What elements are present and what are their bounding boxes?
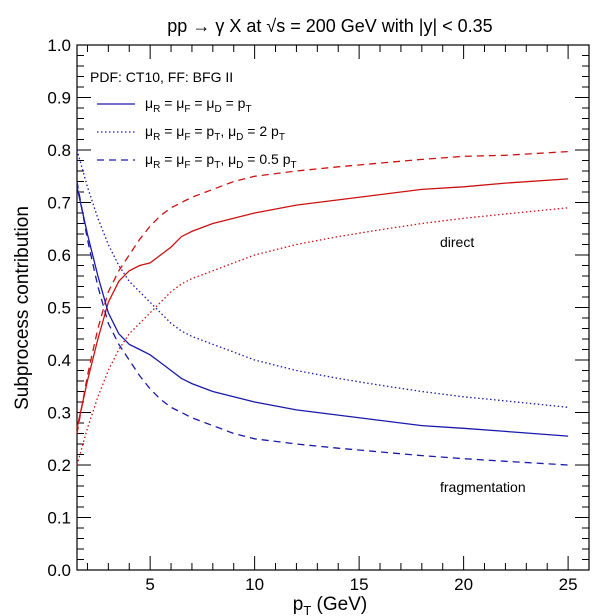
series-line-direct-solid xyxy=(76,178,569,429)
y-axis-title: Subprocess contribution xyxy=(12,206,33,410)
y-tick-label: 0.3 xyxy=(47,404,71,423)
x-tick-label: 15 xyxy=(350,575,369,594)
legend-entry-solid: μR = μF = μD = pT xyxy=(145,95,252,115)
y-tick-label: 0.9 xyxy=(47,89,71,108)
legend-entry-dotted: μR = μF = pT, μD = 2 pT xyxy=(145,123,285,143)
x-axis-ticks: 5 10 15 20 25 xyxy=(86,45,590,594)
chart-title: pp → γ X at √s = 200 GeV with |y| < 0.35 xyxy=(167,16,492,36)
legend-entry-dashed: μR = μF = pT, μD = 0.5 pT xyxy=(145,151,297,171)
series-group xyxy=(76,149,569,466)
annotation-direct: direct xyxy=(440,234,474,250)
y-tick-label: 0.4 xyxy=(47,351,71,370)
y-tick-label: 0.0 xyxy=(47,561,71,580)
series-line-fragmentation-solid xyxy=(76,186,569,437)
x-tick-label: 25 xyxy=(559,575,578,594)
y-tick-label: 0.8 xyxy=(47,141,71,160)
x-axis-title: pT (GeV) xyxy=(293,594,367,616)
y-tick-label: 0.2 xyxy=(47,456,71,475)
annotation-fragmentation: fragmentation xyxy=(440,479,526,495)
series-line-direct-dashed xyxy=(76,150,569,434)
y-tick-label: 0.1 xyxy=(47,509,71,528)
x-tick-label: 10 xyxy=(245,575,264,594)
series-line-direct-dotted xyxy=(76,207,569,466)
series-line-fragmentation-dotted xyxy=(76,149,569,408)
x-tick-label: 5 xyxy=(145,575,154,594)
legend-header: PDF: CT10, FF: BFG II xyxy=(90,69,233,85)
y-axis-ticks: 0.0 0.1 0.2 0.3 0.4 0.5 0.6 0.7 0.8 0.9 1.0 xyxy=(47,36,589,580)
y-tick-label: 0.6 xyxy=(47,246,71,265)
y-tick-label: 0.5 xyxy=(47,299,71,318)
y-tick-label: 1.0 xyxy=(47,36,71,55)
y-tick-label: 0.7 xyxy=(47,194,71,213)
x-tick-label: 20 xyxy=(454,575,473,594)
series-line-fragmentation-dashed xyxy=(76,181,569,466)
legend: PDF: CT10, FF: BFG II μR = μF = μD = pT … xyxy=(90,69,297,171)
